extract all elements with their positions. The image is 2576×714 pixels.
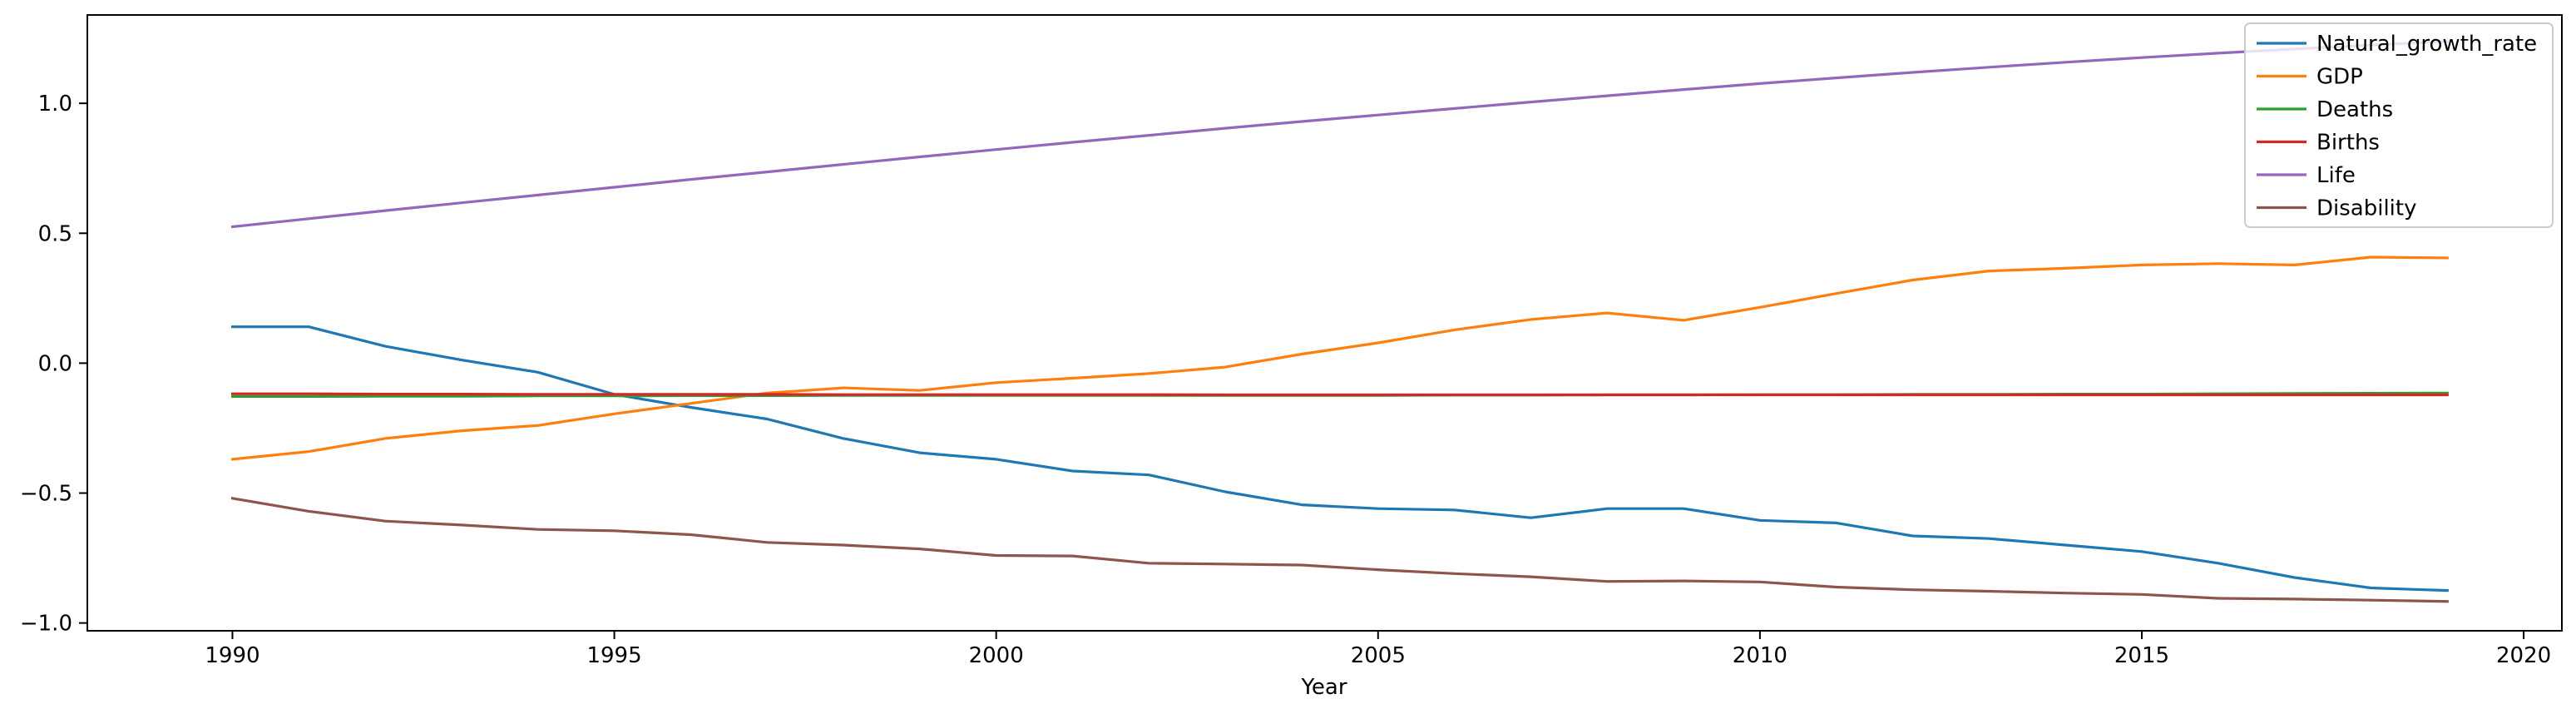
x-tick-label: 2015	[2114, 643, 2169, 668]
x-tick-label: 2020	[2496, 643, 2551, 668]
legend: Natural_growth_rate GDP Deaths Births Life Di…	[2244, 22, 2554, 228]
legend-box	[2244, 22, 2554, 228]
y-axis: −1.0 −0.5 0.0 0.5 1.0	[20, 92, 87, 637]
legend-label: Life	[2316, 163, 2356, 188]
series-line-gdp	[230, 255, 2449, 461]
legend-label: Disability	[2316, 196, 2416, 221]
legend-label: Natural_growth_rate	[2316, 32, 2537, 57]
series-line-disability	[230, 496, 2449, 603]
series-layer	[230, 40, 2449, 603]
x-tick-label: 2010	[1733, 643, 1787, 668]
y-tick-label: −1.0	[20, 612, 72, 637]
x-tick-label: 2005	[1351, 643, 1406, 668]
plot-frame	[87, 14, 2563, 632]
y-tick-label: 1.0	[38, 92, 72, 117]
x-axis-label: Year	[1300, 675, 1347, 700]
x-axis: 1990 1995 2000 2005 2010 2015 2020	[205, 631, 2551, 668]
y-tick-label: 0.0	[38, 351, 72, 376]
series-line-natural-growth-rate	[230, 325, 2449, 593]
x-tick-label: 1995	[586, 643, 641, 668]
legend-label: GDP	[2316, 65, 2363, 90]
legend-label: Deaths	[2316, 97, 2393, 122]
plot-area	[87, 14, 2563, 632]
y-tick-label: 0.5	[38, 221, 72, 246]
legend-label: Births	[2316, 131, 2380, 156]
y-tick-label: −0.5	[20, 482, 72, 507]
series-line-life	[230, 40, 2449, 229]
x-tick-label: 2000	[969, 643, 1024, 668]
x-tick-label: 1990	[205, 643, 260, 668]
